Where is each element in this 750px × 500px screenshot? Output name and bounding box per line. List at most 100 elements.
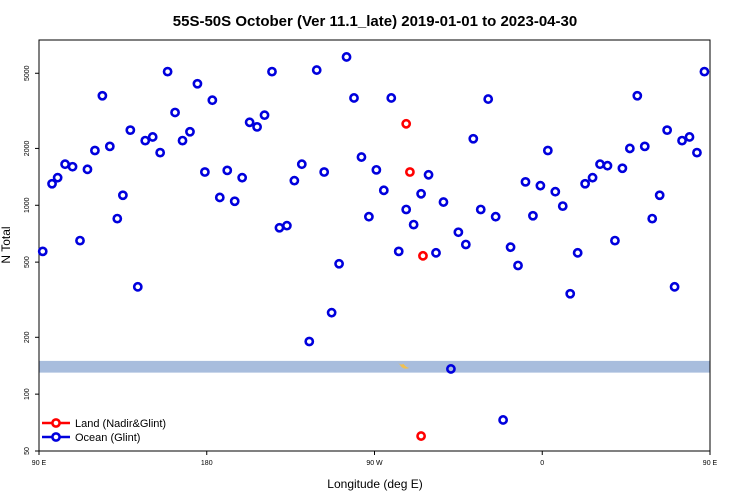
x-tick-label: 90 E <box>32 460 47 467</box>
ocean-point <box>162 66 173 77</box>
ocean-point <box>386 93 397 103</box>
ocean-point <box>684 132 695 142</box>
ocean-point <box>349 93 359 103</box>
ocean-point <box>47 178 57 189</box>
ocean-point <box>274 222 285 233</box>
legend-land-marker <box>51 418 61 428</box>
ocean-point <box>602 160 613 171</box>
ocean-point <box>90 145 100 156</box>
ocean-point <box>580 178 591 189</box>
ocean-point <box>460 239 471 250</box>
ocean-point <box>296 159 307 170</box>
ocean-point <box>542 145 553 156</box>
ocean-point <box>334 258 344 269</box>
x-tick-label: 90 E <box>703 460 718 467</box>
ocean-point <box>662 125 673 136</box>
land-point <box>416 431 426 441</box>
chart-title: 55S-50S October (Ver 11.1_late) 2019-01-… <box>173 13 577 30</box>
ocean-point <box>446 364 456 374</box>
ocean-point <box>438 197 449 207</box>
ocean-point <box>475 204 486 215</box>
ocean-point <box>147 132 158 142</box>
ocean-point <box>132 281 143 292</box>
ocean-point <box>639 141 650 152</box>
ocean-point <box>692 147 702 158</box>
ocean-point <box>617 163 628 174</box>
ocean-point <box>112 213 123 224</box>
ocean-point <box>624 143 635 154</box>
ocean-point <box>498 415 509 425</box>
y-tick-label: 500 <box>24 256 31 268</box>
ocean-point <box>304 336 315 347</box>
ocean-point <box>505 242 516 253</box>
ocean-point <box>37 246 48 257</box>
ocean-point <box>104 141 115 152</box>
ocean-point <box>610 235 620 246</box>
ocean-point <box>468 133 479 144</box>
coastline-mark <box>397 361 410 369</box>
y-tick-label: 100 <box>24 388 31 400</box>
ocean-point <box>513 260 523 271</box>
ocean-point <box>423 169 434 180</box>
x-axis-label: Longitude (deg E) <box>327 477 422 491</box>
legend-land-label: Land (Nadir&Glint) <box>75 418 166 430</box>
plot-frame <box>38 39 711 452</box>
ocean-point <box>654 190 665 201</box>
ocean-point <box>408 219 419 230</box>
ocean-point <box>60 159 70 170</box>
x-tick-label: 90 W <box>366 460 383 467</box>
ocean-point <box>453 227 464 238</box>
ocean-point <box>67 161 78 172</box>
land-mask-band <box>39 360 710 373</box>
ocean-point <box>535 180 546 191</box>
ocean-point <box>647 213 658 224</box>
ocean-point <box>431 247 441 258</box>
ocean-point <box>155 147 166 158</box>
y-axis-label: N Total <box>0 226 13 263</box>
ocean-point <box>140 135 151 146</box>
ocean-point <box>669 281 680 292</box>
ocean-point <box>319 167 330 177</box>
ocean-point <box>632 90 643 101</box>
ocean-point <box>117 190 128 201</box>
land-point <box>405 167 415 177</box>
ocean-point <box>75 235 85 246</box>
ocean-point <box>401 204 412 215</box>
ocean-point <box>341 52 352 62</box>
ocean-point <box>199 167 210 177</box>
ocean-point <box>311 65 322 75</box>
land-point <box>401 118 412 129</box>
ocean-point <box>237 172 248 183</box>
x-tick-label: 0 <box>540 460 544 467</box>
ocean-point <box>557 201 568 211</box>
ocean-point <box>259 110 270 121</box>
ocean-point <box>185 126 195 137</box>
ocean-point <box>550 186 561 197</box>
ocean-point <box>177 135 188 146</box>
ocean-point <box>587 172 598 183</box>
ocean-point <box>356 152 367 162</box>
ocean-point <box>520 176 531 187</box>
ocean-point <box>565 288 576 299</box>
ocean-point <box>364 211 374 222</box>
ocean-point <box>490 211 501 222</box>
legend-ocean-label: Ocean (Glint) <box>75 432 140 444</box>
ocean-point <box>192 78 203 89</box>
ocean-point <box>52 172 63 183</box>
ocean-point <box>170 107 180 118</box>
y-tick-label: 1000 <box>24 197 31 213</box>
ocean-point <box>82 164 93 175</box>
ocean-point <box>281 220 292 231</box>
ocean-point <box>229 196 240 207</box>
ocean-point <box>572 247 583 258</box>
ocean-point <box>222 165 233 176</box>
ocean-point <box>267 66 277 77</box>
ocean-point <box>207 95 218 106</box>
ocean-point <box>125 125 136 136</box>
ocean-point <box>326 307 337 318</box>
y-tick-label: 200 <box>24 331 31 343</box>
ocean-point <box>289 175 300 186</box>
x-tick-label: 180 <box>201 460 213 467</box>
ocean-point <box>595 159 605 170</box>
